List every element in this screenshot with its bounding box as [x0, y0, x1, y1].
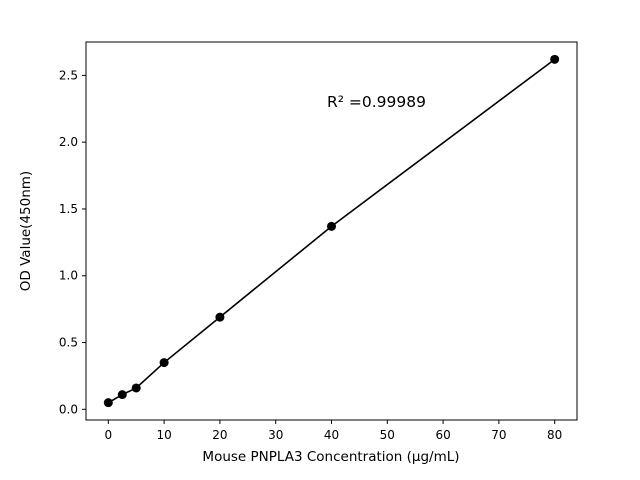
x-axis-tick-label: 40 [324, 428, 339, 442]
x-axis-tick-label: 70 [491, 428, 506, 442]
data-point [550, 54, 560, 64]
x-axis-tick-label: 60 [435, 428, 450, 442]
data-point [215, 312, 225, 322]
data-point [103, 398, 113, 408]
data-point [327, 221, 336, 231]
data-point [117, 390, 127, 400]
y-axis-tick-label: 1.0 [59, 269, 78, 283]
data-point [131, 383, 141, 393]
x-axis-tick-label: 30 [268, 428, 283, 442]
y-axis-tick-label: 2.5 [59, 68, 78, 82]
plot-frame [85, 41, 578, 421]
x-axis-tick-label: 0 [104, 428, 112, 442]
y-axis-tick-label: 1.5 [59, 202, 78, 216]
x-axis-tick-label: 10 [156, 428, 171, 442]
x-axis-tick-label: 20 [212, 428, 227, 442]
y-axis-tick-label: 2.0 [59, 135, 78, 149]
data-point [159, 358, 169, 368]
y-axis-tick-label: 0.0 [59, 402, 78, 416]
x-axis-tick-label: 50 [380, 428, 395, 442]
y-axis-tick-label: 0.5 [59, 336, 78, 350]
plot-layer: 0 10 20 30 40 50 60 70 80 0.0 0.5 1.0 1.5 2.0 2.5 [59, 41, 578, 442]
y-axis-title: OD Value(450nm) [18, 171, 34, 291]
r-squared-annotation: R² =0.99989 [327, 93, 426, 111]
x-axis-title: Mouse PNPLA3 Concentration (μg/mL) [202, 449, 459, 465]
x-axis-tick-label: 80 [547, 428, 562, 442]
